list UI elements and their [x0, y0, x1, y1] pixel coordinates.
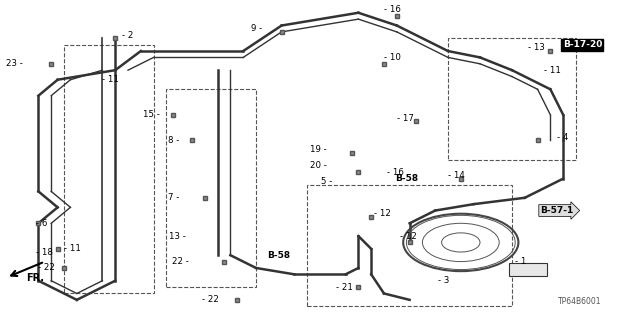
Text: 22 -: 22 -	[172, 257, 189, 266]
Text: 5 -: 5 -	[321, 177, 333, 186]
Text: 9 -: 9 -	[251, 24, 262, 33]
Text: - 16: - 16	[387, 168, 404, 177]
Text: - 1: - 1	[515, 257, 527, 266]
Text: 13 -: 13 -	[169, 232, 186, 241]
Text: 23 -: 23 -	[6, 59, 22, 68]
Text: - 12: - 12	[400, 232, 417, 241]
Text: 20 -: 20 -	[310, 161, 326, 170]
Text: B-58: B-58	[267, 251, 290, 260]
Text: - 13: - 13	[528, 43, 545, 52]
Text: - 6: - 6	[36, 219, 48, 228]
Text: B-57-1: B-57-1	[540, 206, 573, 215]
Text: - 2: - 2	[122, 31, 133, 40]
Text: B-17-20: B-17-20	[563, 40, 602, 49]
Text: - 22: - 22	[38, 263, 55, 272]
FancyBboxPatch shape	[509, 263, 547, 276]
Text: - 17: - 17	[397, 114, 413, 122]
Text: 19 -: 19 -	[310, 145, 326, 154]
Text: 7 -: 7 -	[168, 193, 179, 202]
Text: 15 -: 15 -	[143, 110, 160, 119]
Text: - 21: - 21	[336, 283, 353, 292]
Text: - 14: - 14	[448, 171, 465, 180]
Text: - 16: - 16	[384, 5, 401, 14]
Text: - 11: - 11	[102, 75, 119, 84]
Text: - 3: - 3	[438, 276, 450, 285]
Text: - 11: - 11	[544, 66, 561, 75]
Text: - 10: - 10	[384, 53, 401, 62]
Text: B-58: B-58	[395, 174, 418, 183]
Text: TP64B6001: TP64B6001	[558, 297, 602, 306]
Text: - 11: - 11	[64, 244, 81, 253]
Text: 8 -: 8 -	[168, 136, 179, 145]
Text: - 4: - 4	[557, 133, 568, 142]
Text: - 18: - 18	[36, 248, 53, 256]
Text: - 22: - 22	[202, 295, 218, 304]
Text: FR.: FR.	[26, 272, 44, 283]
Text: - 12: - 12	[374, 209, 391, 218]
